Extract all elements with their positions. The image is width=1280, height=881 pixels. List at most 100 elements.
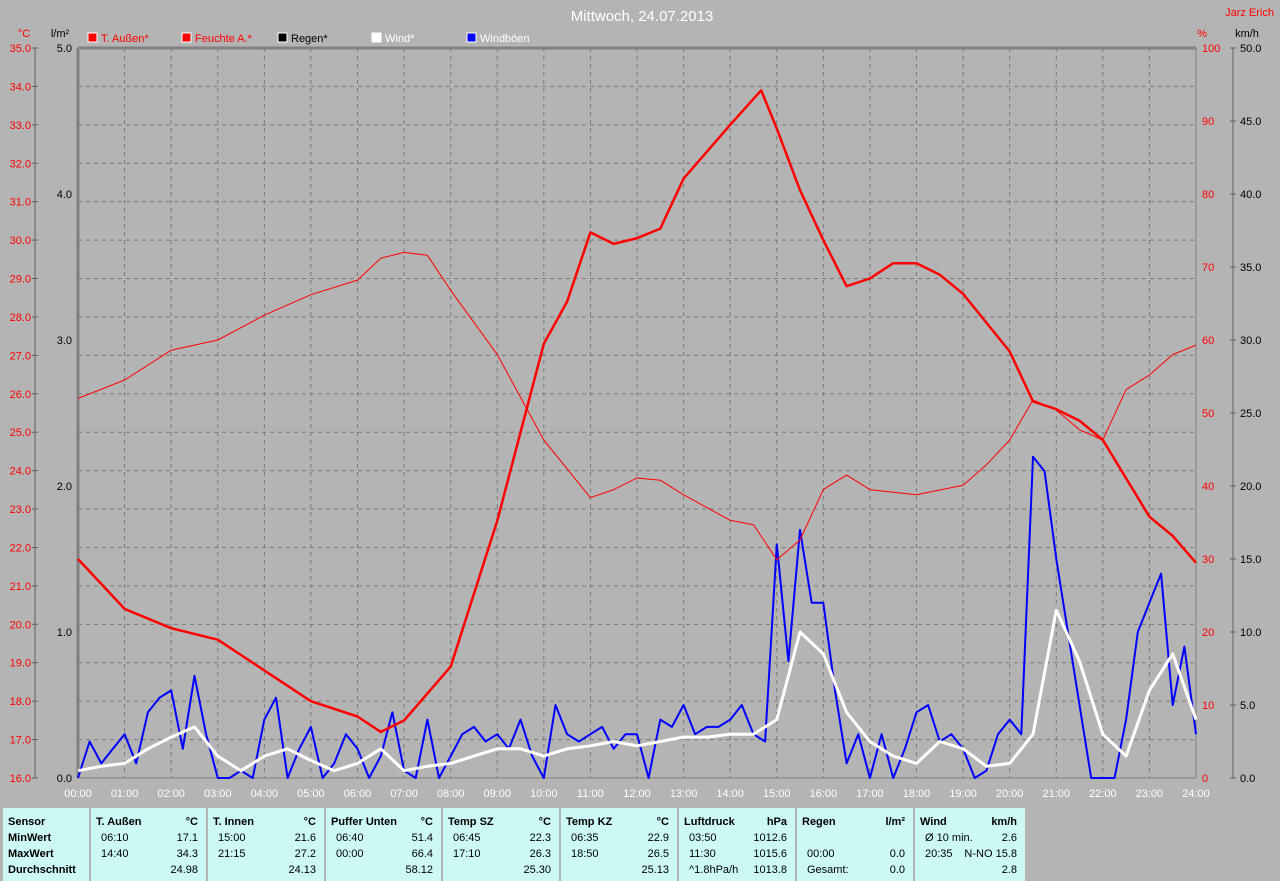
stats-cell: MaxWert (8, 848, 54, 860)
stats-cell: 1015.6 (753, 848, 787, 860)
series-line-taußen (77, 89, 1197, 734)
humidity-tick-label: 50 (1202, 408, 1214, 420)
wind-tick-label: 0.0 (1240, 773, 1255, 785)
stats-cell: 06:35 (571, 832, 599, 844)
stats-cell: Wind (920, 816, 947, 828)
series-line-wind (77, 608, 1198, 773)
temp-tick-label: 20.0 (10, 619, 31, 631)
stats-cell: °C (420, 816, 433, 828)
rain-tick-label: 1.0 (57, 627, 72, 639)
stats-column: Sensor MinWert MaxWert Durchschnitt (3, 808, 89, 881)
x-tick-label: 19:00 (949, 788, 977, 800)
stats-cell: 06:45 (453, 832, 481, 844)
x-tick-label: 04:00 (251, 788, 279, 800)
chart-author: Jarz Erich (1225, 7, 1274, 19)
legend: T. Außen* Feuchte A.* Regen* Wind* Windböen (87, 32, 530, 45)
x-tick-label: 03:00 (204, 788, 232, 800)
x-tick-label: 05:00 (297, 788, 325, 800)
temp-tick-label: 18.0 (10, 696, 31, 708)
humidity-tick-label: 80 (1202, 189, 1214, 201)
stats-column: T. Innen °C 15:00 21.6 21:15 27.2 24.13 (208, 808, 324, 881)
weather-chart: Mittwoch, 24.07.2013 Jarz Erich °C l/m² … (10, 7, 1274, 800)
wind-tick-label: 25.0 (1240, 408, 1261, 420)
temp-tick-label: 25.0 (10, 427, 31, 439)
stats-cell: 25.30 (523, 864, 551, 876)
wind-tick-label: 30.0 (1240, 335, 1261, 347)
humidity-tick-label: 70 (1202, 262, 1214, 274)
x-tick-label: 21:00 (1042, 788, 1070, 800)
series-lines (77, 89, 1198, 779)
stats-column: Wind km/h Ø 10 min. 2.6 20:35 N-NO 15.8 2.8 (915, 808, 1025, 881)
stats-cell: 06:40 (336, 832, 364, 844)
rain-tick-label: 3.0 (57, 335, 72, 347)
x-tick-label: 13:00 (670, 788, 698, 800)
stats-cell: Sensor (8, 816, 46, 828)
stats-cell: 24.13 (288, 864, 316, 876)
temp-tick-label: 23.0 (10, 504, 31, 516)
legend-label: Feuchte A.* (195, 33, 253, 45)
stats-cell: 14:40 (101, 848, 129, 860)
x-tick-label: 02:00 (157, 788, 185, 800)
stats-column: Temp SZ °C 06:45 22.3 17:10 26.3 25.30 (443, 808, 559, 881)
temp-tick-label: 28.0 (10, 312, 31, 324)
stats-cell: °C (303, 816, 316, 828)
rain-axis-unit: l/m² (51, 28, 70, 40)
stats-cell: Durchschnitt (8, 864, 76, 876)
x-tick-label: 20:00 (996, 788, 1024, 800)
wind-tick-label: 10.0 (1240, 627, 1261, 639)
temp-tick-label: 33.0 (10, 120, 31, 132)
stats-cell: 00:00 (336, 848, 364, 860)
stats-cell: 58.12 (405, 864, 433, 876)
stats-cell: ^1.8hPa/h (689, 864, 739, 876)
stats-cell: 26.3 (529, 848, 551, 860)
temp-tick-label: 21.0 (10, 581, 31, 593)
stats-column: Puffer Unten °C 06:40 51.4 00:00 66.4 58.12 (326, 808, 441, 881)
temp-tick-label: 32.0 (10, 158, 31, 170)
temp-tick-label: 16.0 (10, 773, 31, 785)
stats-cell: Regen (802, 816, 836, 828)
stats-cell: hPa (766, 816, 787, 828)
temp-tick-label: 24.0 (10, 466, 31, 478)
stats-cell: 18:50 (571, 848, 599, 860)
humidity-tick-label: 10 (1202, 700, 1214, 712)
legend-label: Wind* (385, 33, 415, 45)
humidity-tick-label: 90 (1202, 116, 1214, 128)
humidity-tick-label: 60 (1202, 335, 1214, 347)
stats-cell: 34.3 (176, 848, 198, 860)
stats-cell: 51.4 (411, 832, 433, 844)
legend-label: T. Außen* (101, 33, 149, 45)
stats-cell: Luftdruck (684, 816, 735, 828)
temp-tick-label: 26.0 (10, 389, 31, 401)
chart-title: Mittwoch, 24.07.2013 (571, 8, 714, 25)
humidity-tick-label: 100 (1202, 43, 1220, 55)
stats-cell: 11:30 (689, 848, 716, 860)
wind-tick-label: 50.0 (1240, 43, 1261, 55)
rain-tick-label: 5.0 (57, 43, 72, 55)
stats-cell: l/m² (885, 816, 905, 828)
stats-cell: 03:50 (689, 832, 717, 844)
humidity-tick-label: 0 (1202, 773, 1208, 785)
stats-cell: 17:10 (453, 848, 481, 860)
x-tick-label: 10:00 (530, 788, 558, 800)
x-tick-label: 22:00 (1089, 788, 1117, 800)
humidity-tick-label: 30 (1202, 554, 1214, 566)
x-tick-label: 01:00 (111, 788, 139, 800)
temp-tick-label: 22.0 (10, 542, 31, 554)
x-tick-label: 18:00 (903, 788, 931, 800)
x-tick-label: 12:00 (623, 788, 651, 800)
x-tick-label: 07:00 (390, 788, 418, 800)
stats-cell: T. Außen (96, 816, 142, 828)
stats-cell: 1013.8 (753, 864, 787, 876)
stats-cell: 2.6 (1001, 832, 1017, 844)
wind-tick-label: 5.0 (1240, 700, 1255, 712)
stats-cell: 20:35 (925, 848, 953, 860)
x-tick-label: 09:00 (483, 788, 511, 800)
stats-cell: Temp SZ (448, 816, 494, 828)
stats-cell: 24.98 (170, 864, 198, 876)
stats-cell: 22.9 (647, 832, 669, 844)
stats-cell: MinWert (8, 832, 52, 844)
rain-tick-label: 4.0 (57, 189, 72, 201)
series-line-windböen (77, 455, 1197, 779)
stats-cell: 0.0 (889, 848, 905, 860)
stats-cell: 66.4 (411, 848, 433, 860)
